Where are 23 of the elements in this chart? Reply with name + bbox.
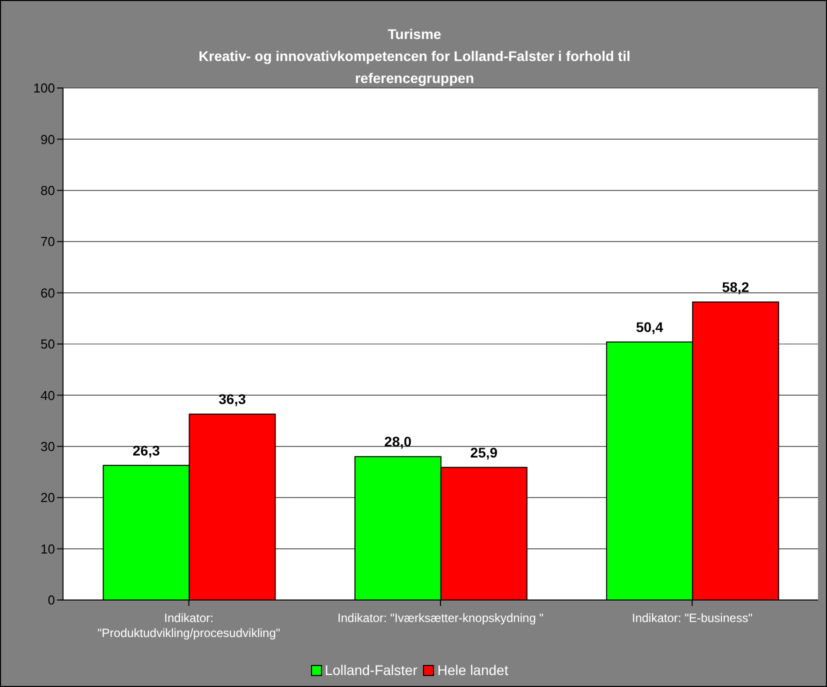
data-label: 28,0 [384,434,412,450]
y-tick-label: 50 [40,336,55,352]
x-tick-label: Indikator: "E-business" [632,611,752,625]
y-tick-label: 40 [40,388,55,403]
y-tick-label: 60 [40,285,55,300]
y-tick-label: 80 [40,183,55,198]
legend-label: Hele landet [436,662,508,678]
chart-title: Turisme [386,25,442,44]
data-label: 25,9 [470,444,498,460]
y-tick-label: 90 [40,132,55,147]
data-label: 26,3 [132,442,160,458]
y-tick-label: 30 [40,439,55,454]
y-tick-label: 0 [48,592,55,608]
legend-label: Lolland-Falster [324,662,418,678]
x-tick-label: Indikator: "Iværksætter-knopskydning " [338,611,544,625]
y-tick-label: 100 [33,80,55,96]
y-tick-label: 70 [40,234,55,250]
y-tick-label: 20 [40,490,55,506]
chart-subtitle: Kreativ- og innovativkompetencen for Lolland-Falster i forhold til referencegruppen [198,47,632,86]
x-tick-label: Indikator: "Produktudvikling/procesudvikling" [98,611,280,640]
y-tick-label: 10 [40,541,55,556]
data-label: 58,2 [722,279,750,296]
data-label: 50,4 [636,318,664,335]
